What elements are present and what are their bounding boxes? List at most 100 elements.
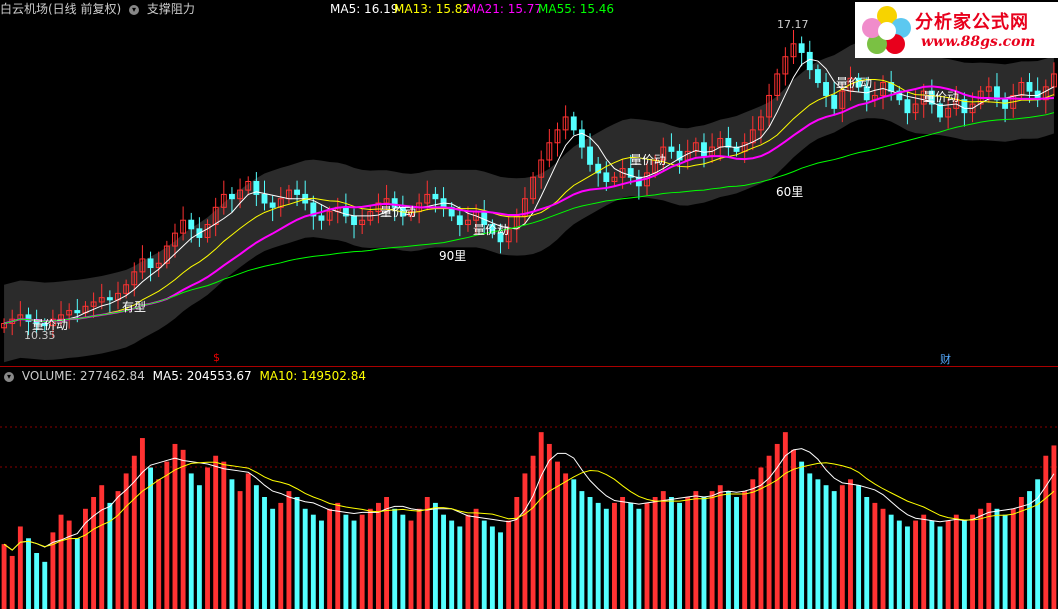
indicator-name: 支撑阻力	[146, 2, 195, 16]
volume-bar	[1002, 514, 1008, 609]
candle-body	[538, 159, 545, 178]
volume-bar	[831, 491, 837, 609]
candle-body	[595, 163, 602, 174]
volume-bar	[668, 497, 674, 609]
candle-body	[961, 99, 968, 114]
volume-bar	[107, 502, 113, 609]
logo-url: www.88gs.com	[921, 34, 1036, 50]
volume-bar	[172, 443, 178, 609]
candle-body	[985, 86, 992, 92]
volume-bar	[489, 526, 495, 609]
finance-marker[interactable]: 财	[940, 353, 951, 366]
candle-body	[456, 215, 463, 226]
candle-body	[994, 86, 1000, 101]
candle-body	[318, 215, 325, 221]
label-liangjia-2: 量价动	[380, 205, 417, 219]
candle-body	[261, 193, 268, 204]
candle-body	[603, 172, 610, 182]
ma21-value: MA21: 15.77	[466, 2, 543, 16]
ma13-value: MA13: 15.82	[394, 2, 471, 16]
volume-bar	[791, 449, 796, 609]
candle-body	[204, 224, 211, 238]
volume-bar	[848, 479, 853, 609]
candle-body	[375, 202, 382, 213]
candle-body	[465, 219, 471, 226]
volume-bar	[262, 497, 267, 609]
volume-bar	[123, 473, 129, 609]
volume-bar	[66, 520, 72, 609]
candle-body	[725, 137, 732, 148]
dividend-marker[interactable]: $	[213, 351, 220, 364]
candle-body	[408, 211, 414, 217]
logo-title: 分析家公式网	[915, 12, 1029, 33]
candle-body	[359, 219, 366, 226]
volume-bar	[213, 455, 219, 609]
volume-bar	[856, 485, 862, 609]
candle-body	[855, 77, 862, 88]
volume-bar	[375, 502, 381, 609]
candle-body	[798, 43, 805, 53]
ma13-line	[3, 79, 1055, 324]
candle-body	[733, 146, 740, 152]
volume-bar	[286, 491, 292, 609]
volume-bar	[1010, 508, 1016, 609]
ma21-line	[3, 85, 1054, 325]
high-price-label: 17.17	[777, 18, 809, 31]
stock-title: 白云机场(日线 前复权)	[0, 2, 122, 16]
volume-bar	[880, 508, 886, 609]
volume-value: VOLUME: 277462.84	[21, 369, 145, 383]
candle-body	[41, 322, 48, 327]
volume-bar	[1043, 455, 1049, 609]
candle-body	[831, 94, 838, 109]
label-liangjia-4: 量价动	[630, 153, 667, 167]
volume-bar	[26, 538, 31, 609]
volume-bar	[685, 497, 691, 609]
volume-bar	[335, 502, 341, 609]
volume-bar	[742, 491, 748, 609]
volume-bar	[921, 514, 927, 609]
candle-body	[521, 198, 528, 217]
volume-bar	[571, 479, 577, 609]
volume-bar	[229, 479, 235, 609]
candle-body	[131, 271, 138, 286]
candle-body	[790, 43, 797, 58]
volume-bar	[1051, 445, 1057, 609]
volume-chart[interactable]	[0, 367, 1058, 609]
candle-body	[25, 314, 32, 322]
candle-body	[229, 193, 235, 200]
volume-bar	[91, 497, 97, 609]
panel-divider	[0, 366, 1058, 367]
volume-bar	[660, 491, 666, 609]
volume-bar	[913, 520, 919, 609]
volume-bar	[253, 485, 259, 609]
volume-bar	[481, 520, 487, 609]
candle-body	[546, 142, 553, 161]
price-chart[interactable]	[0, 0, 1058, 366]
volume-bar	[58, 514, 64, 609]
ma5-value: MA5: 16.19	[330, 2, 399, 16]
volume-bar	[34, 553, 40, 609]
candle-body	[1018, 82, 1025, 96]
candle-body	[627, 168, 634, 178]
volume-bar	[506, 520, 512, 609]
volume-bar	[823, 485, 829, 609]
candle-body	[587, 146, 593, 165]
candle-body	[562, 116, 569, 131]
volume-bar	[367, 508, 373, 609]
label-liangjia-1: 量价动	[32, 318, 69, 332]
candle-body	[497, 232, 504, 243]
candle-body	[49, 318, 56, 327]
volume-bar	[758, 467, 764, 609]
candle-body	[245, 181, 252, 191]
candle-body	[98, 297, 105, 303]
volume-bar	[319, 520, 324, 609]
settings-icon[interactable]: ▾	[129, 4, 140, 15]
volume-bar	[449, 520, 455, 609]
candle-body	[912, 103, 919, 114]
volume-bar	[709, 491, 715, 609]
volume-settings-icon[interactable]: ▾	[4, 371, 14, 382]
volume-bar	[725, 491, 731, 609]
candle-body	[928, 90, 935, 105]
volume-bar	[904, 526, 910, 609]
volume-bar	[9, 555, 15, 609]
